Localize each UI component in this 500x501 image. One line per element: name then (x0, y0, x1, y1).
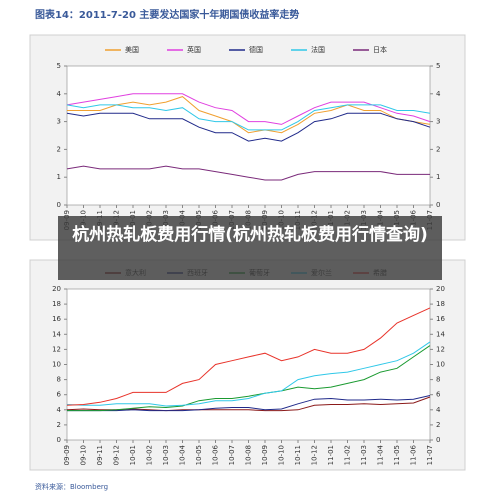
x-tick-label: 09-11 (96, 445, 104, 465)
y-tick-label: 12 (52, 345, 61, 353)
series-line (66, 112, 431, 142)
y2-tick-label: 14 (436, 330, 445, 338)
y2-tick-label: 8 (436, 376, 440, 384)
y-tick-label: 14 (52, 330, 61, 338)
x-tick-label: 11-04 (377, 444, 385, 465)
y-tick-label: 20 (52, 285, 61, 293)
y2-tick-label: 3 (436, 118, 440, 126)
x-tick-label: 10-05 (195, 445, 203, 465)
series-line (67, 96, 431, 134)
y-tick-label: 6 (57, 391, 62, 399)
x-tick-label: 10-10 (278, 445, 286, 465)
y-tick-label: 2 (57, 421, 61, 429)
y2-tick-label: 5 (436, 62, 440, 70)
legend-label: 英国 (187, 45, 201, 54)
x-tick-label: 10-04 (179, 444, 187, 465)
series-line (67, 345, 431, 412)
x-tick-label: 10-07 (228, 445, 236, 465)
y-tick-label: 5 (57, 62, 61, 70)
x-tick-label: 09-10 (80, 445, 88, 465)
y-tick-label: 16 (52, 315, 61, 323)
x-tick-label: 11-01 (327, 445, 335, 465)
y2-tick-label: 20 (436, 285, 445, 293)
legend-label: 美国 (125, 45, 139, 54)
plot-area (66, 288, 431, 441)
y-tick-label: 4 (57, 90, 62, 98)
series-line (66, 165, 430, 181)
x-tick-label: 11-03 (360, 445, 368, 465)
y2-tick-label: 6 (436, 391, 441, 399)
y2-tick-label: 1 (436, 173, 440, 181)
y-tick-label: 8 (57, 376, 61, 384)
series-line (66, 341, 431, 407)
y2-tick-label: 0 (436, 436, 440, 444)
y-tick-label: 3 (57, 118, 61, 126)
plot-area (66, 65, 431, 206)
overlay-title: 杭州热轧板费用行情(杭州热轧板费用行情查询) (58, 216, 442, 280)
x-tick-label: 11-02 (344, 445, 352, 465)
y-tick-label: 10 (52, 361, 61, 369)
x-tick-label: 09-12 (113, 445, 121, 465)
x-tick-label: 10-08 (245, 445, 253, 465)
source: 资料来源：Bloomberg (35, 482, 108, 491)
y2-tick-label: 12 (436, 345, 445, 353)
legend-label: 法国 (311, 45, 325, 54)
y2-tick-label: 4 (436, 90, 441, 98)
y-tick-label: 18 (52, 300, 61, 308)
legend-label: 德国 (249, 45, 263, 54)
x-tick-label: 11-07 (426, 445, 434, 465)
y-tick-label: 4 (57, 406, 62, 414)
header: 图表14：2011-7-20 主要发达国家十年期国债收益率走势 (35, 8, 299, 21)
y2-tick-label: 18 (436, 300, 445, 308)
y2-tick-label: 16 (436, 315, 445, 323)
x-tick-label: 10-03 (162, 445, 170, 465)
x-tick-label: 11-05 (393, 445, 401, 465)
series-line (66, 307, 431, 406)
x-tick-label: 10-09 (261, 445, 269, 465)
x-tick-label: 10-02 (146, 445, 154, 465)
x-tick-label: 09-09 (63, 445, 71, 465)
y2-tick-label: 0 (436, 201, 440, 209)
series-line (67, 395, 431, 412)
y2-tick-label: 2 (436, 145, 440, 153)
y-tick-label: 1 (57, 173, 61, 181)
y2-tick-label: 2 (436, 421, 440, 429)
y2-tick-label: 4 (436, 406, 441, 414)
x-tick-label: 10-01 (129, 445, 137, 465)
x-tick-label: 10-06 (212, 444, 220, 465)
series-line (66, 93, 431, 125)
legend-label: 日本 (373, 45, 387, 54)
series-line (66, 104, 431, 131)
x-tick-label: 11-06 (410, 444, 418, 465)
y-tick-label: 0 (57, 201, 61, 209)
x-tick-label: 10-12 (311, 445, 319, 465)
y-tick-label: 2 (57, 145, 61, 153)
y2-tick-label: 10 (436, 361, 445, 369)
x-tick-label: 10-11 (294, 445, 302, 465)
y-tick-label: 0 (57, 436, 61, 444)
